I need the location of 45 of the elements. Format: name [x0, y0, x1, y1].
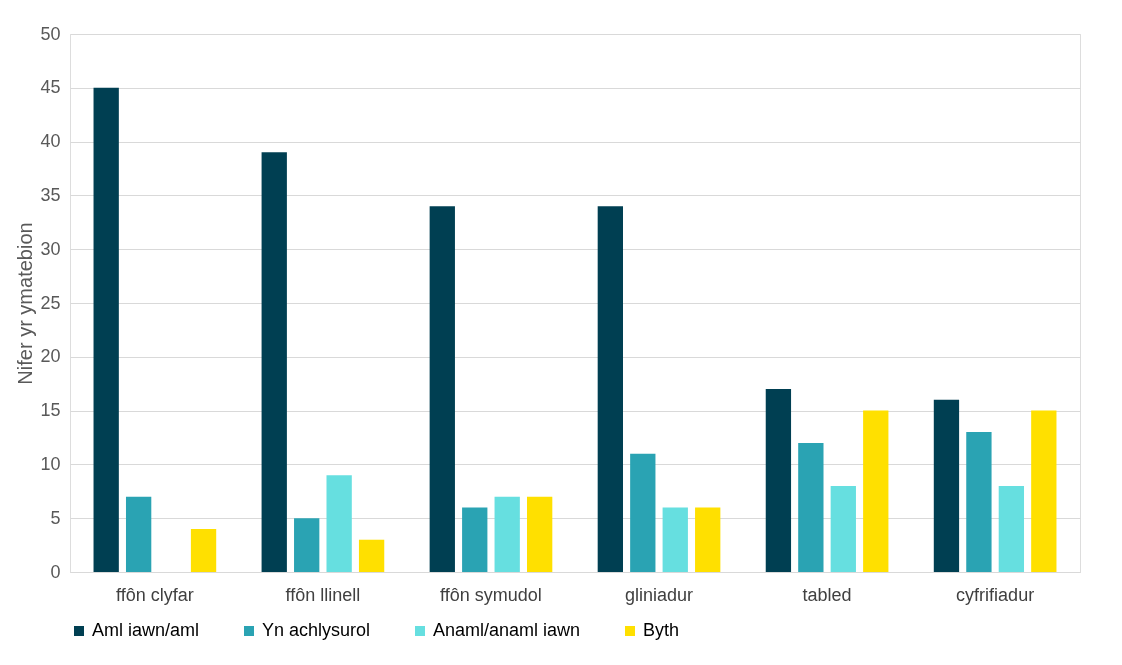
x-tick-label: ffôn symudol	[440, 584, 542, 605]
bar	[125, 496, 152, 572]
bar	[798, 442, 824, 572]
legend-label: Yn achlysurol	[262, 620, 371, 640]
legend-label: Anaml/anaml iawn	[433, 620, 581, 640]
y-axis-title: Nifer yr ymatebion	[14, 222, 37, 385]
y-tick-label: 40	[40, 131, 61, 152]
y-tick-label: 15	[40, 400, 61, 421]
bar	[662, 507, 688, 572]
bar	[863, 410, 889, 572]
y-tick-label: 10	[40, 453, 61, 474]
legend-label: Byth	[643, 620, 680, 640]
x-tick-label: tabled	[802, 584, 852, 605]
bar	[998, 485, 1025, 572]
bar	[830, 485, 856, 572]
bar	[429, 206, 455, 572]
bar	[695, 507, 721, 572]
y-tick-label: 20	[40, 346, 61, 367]
bar	[1031, 410, 1057, 572]
y-tick-label: 25	[40, 292, 61, 313]
bar	[630, 453, 656, 572]
bar	[765, 389, 792, 572]
y-tick-label: 30	[40, 238, 61, 259]
y-tick-label: 5	[50, 507, 61, 528]
y-tick-label: 0	[50, 561, 61, 582]
bar	[597, 206, 623, 572]
bar	[294, 518, 320, 572]
bar	[966, 432, 992, 572]
legend-label: Aml iawn/aml	[92, 620, 200, 640]
x-tick-label: ffôn llinell	[285, 584, 361, 605]
bar	[358, 539, 385, 572]
bar	[326, 475, 352, 572]
bar	[190, 528, 217, 572]
x-tick-label: cyfrifiadur	[956, 584, 1035, 605]
y-tick-label: 50	[40, 23, 61, 44]
bar	[494, 496, 520, 572]
bar	[261, 152, 287, 572]
bar	[527, 496, 553, 572]
x-tick-label: gliniadur	[625, 584, 694, 605]
bar	[933, 399, 960, 572]
bar	[462, 507, 488, 572]
x-tick-label: ffôn clyfar	[116, 584, 194, 605]
bar	[93, 87, 119, 572]
y-tick-label: 35	[40, 184, 61, 205]
y-tick-label: 45	[40, 77, 61, 98]
